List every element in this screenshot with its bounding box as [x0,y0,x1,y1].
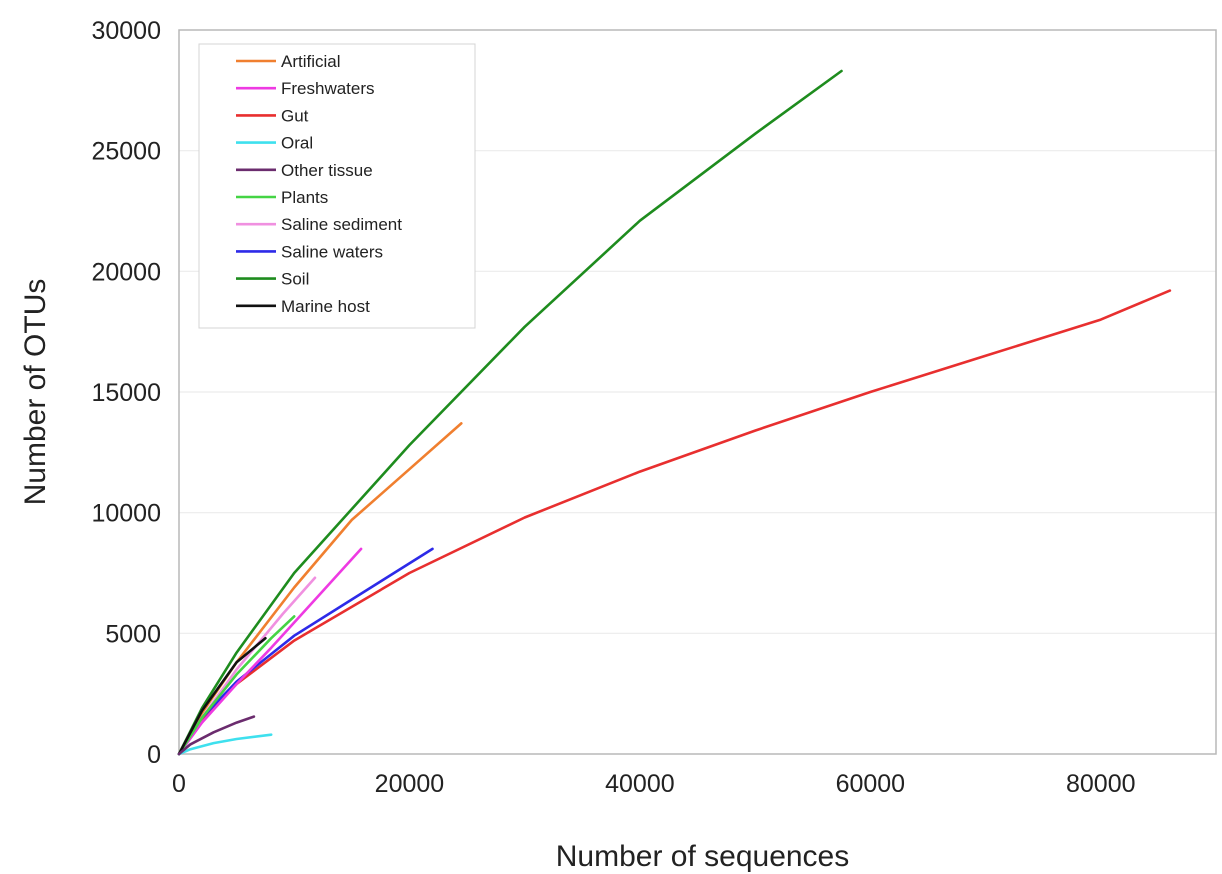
y-tick-label: 10000 [91,500,161,528]
x-tick-label: 60000 [836,770,906,798]
y-tick-label: 30000 [91,17,161,45]
y-tick-label: 5000 [105,620,161,648]
legend-label-oral: Oral [281,134,313,153]
x-axis-title: Number of sequences [556,840,850,873]
legend-label-gut: Gut [281,106,309,125]
legend-label-artificial: Artificial [281,52,341,71]
legend-label-soil: Soil [281,270,309,289]
x-tick-label: 40000 [605,770,675,798]
legend-label-freshwaters: Freshwaters [281,79,375,98]
x-tick-label: 80000 [1066,770,1136,798]
y-tick-label: 15000 [91,379,161,407]
x-tick-label: 20000 [375,770,445,798]
y-tick-label: 25000 [91,138,161,166]
legend-label-saline-waters: Saline waters [281,242,383,261]
legend: Artificial Freshwaters Gut Oral Other tissue… [199,44,475,328]
y-tick-label: 0 [147,741,161,769]
legend-label-plants: Plants [281,188,328,207]
legend-label-saline-sediment: Saline sediment [281,215,402,234]
x-tick-label: 0 [172,770,186,798]
y-axis-title: Number of OTUs [19,279,52,506]
legend-label-marine-host: Marine host [281,297,370,316]
legend-label-other-tissue: Other tissue [281,161,373,180]
y-tick-label: 20000 [91,258,161,286]
